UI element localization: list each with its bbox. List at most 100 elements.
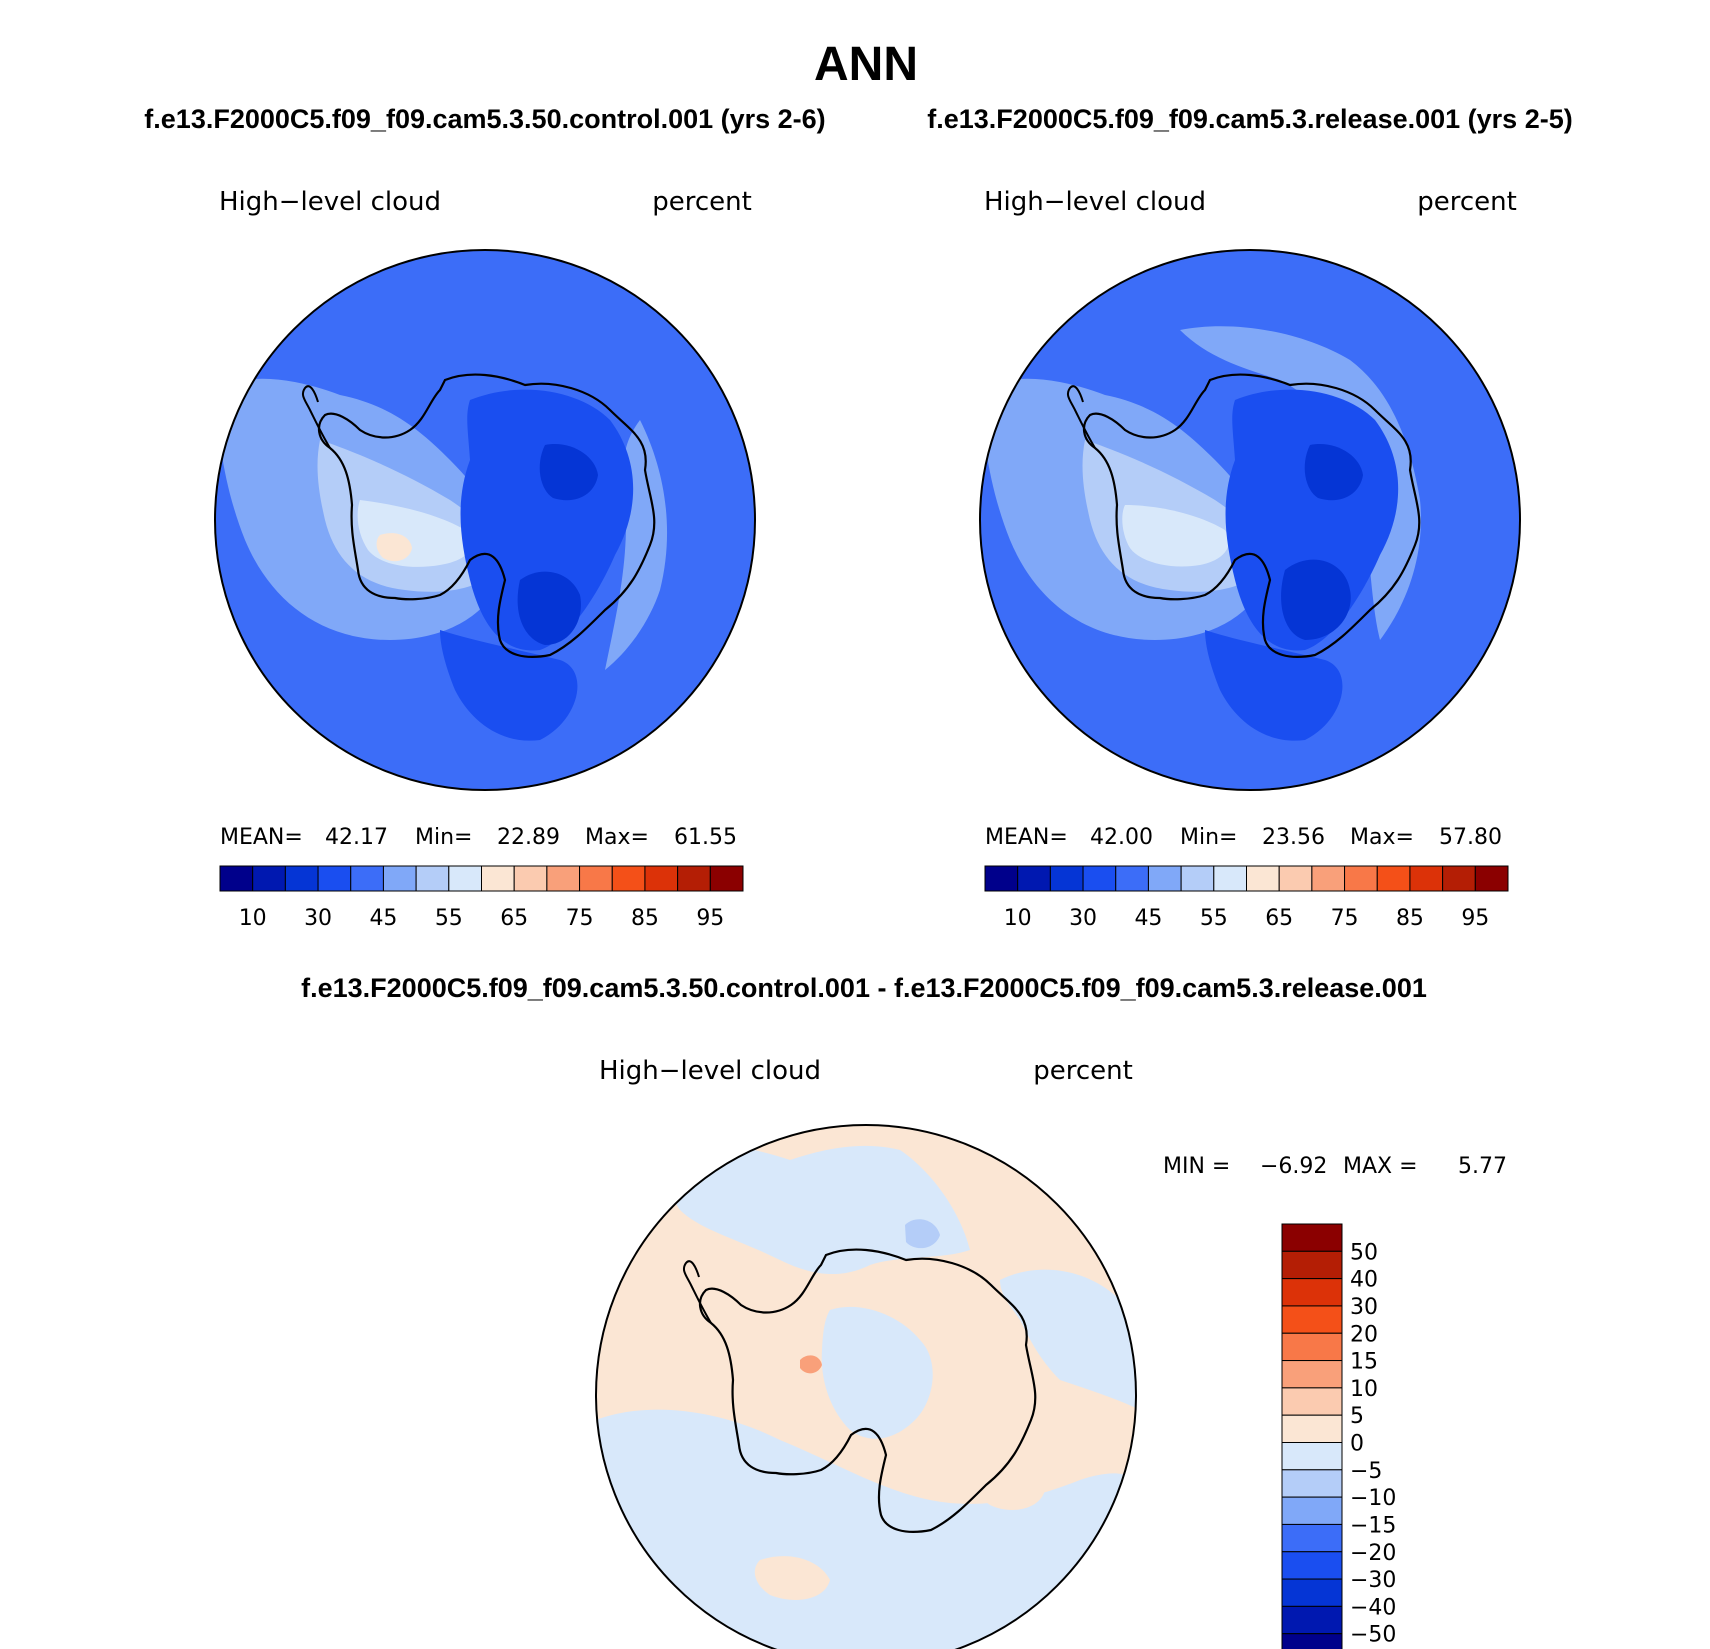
colorbar-diff-tick-label: 20 xyxy=(1350,1322,1378,1347)
colorbar-diff-tick-label: 40 xyxy=(1350,1268,1378,1293)
map-right-light-band-north xyxy=(1180,326,1421,640)
colorbar-right-tick-label: 95 xyxy=(1461,906,1489,931)
map-diff-border xyxy=(595,1124,1137,1649)
map-right-south-dark xyxy=(1205,630,1343,741)
map-left-interior-darker-2 xyxy=(517,571,581,645)
map-diff-peninsula xyxy=(682,1260,712,1324)
colorbar-left-tick-label: 55 xyxy=(435,906,463,931)
colorbar-diff-swatch xyxy=(1281,1387,1343,1416)
panel-right-variable: High−level cloud xyxy=(984,187,1206,217)
colorbar-diff-swatch xyxy=(1281,1442,1343,1471)
colorbar-right-tick-label: 30 xyxy=(1069,906,1097,931)
colorbar-right-swatch xyxy=(1376,865,1411,892)
colorbar-diff-swatch xyxy=(1281,1332,1343,1362)
colorbar-left-swatch xyxy=(252,865,286,892)
stats-right: MEAN= 42.00 Min= 23.56 Max= 57.80 xyxy=(985,825,1502,850)
panel-left-case-title: f.e13.F2000C5.f09_f09.cam5.3.50.control.… xyxy=(144,104,825,134)
map-diff-blue-east xyxy=(1000,1269,1136,1410)
colorbar-diff-tick-label: −50 xyxy=(1350,1623,1396,1648)
map-left-interior-darker xyxy=(539,444,598,501)
colorbar-left-tick-label: 65 xyxy=(500,906,528,931)
map-right-pale-patch xyxy=(1122,505,1229,567)
colorbar-diff-swatch xyxy=(1281,1496,1343,1525)
colorbar-left-swatch xyxy=(415,865,450,892)
stats-left-max-value: 61.55 xyxy=(674,825,737,850)
colorbar-right-tick-label: 75 xyxy=(1331,906,1359,931)
colorbar-left-tick-label: 75 xyxy=(566,906,594,931)
map-right-border xyxy=(979,249,1521,791)
map-right-interior-darker-2 xyxy=(1281,559,1351,640)
stats-left-mean-label: MEAN= xyxy=(220,825,303,850)
colorbar-diff-swatch xyxy=(1281,1250,1343,1280)
stats-left-mean-value: 42.17 xyxy=(325,825,388,850)
colorbar-diff-swatch xyxy=(1281,1360,1343,1389)
colorbar-diff-swatch xyxy=(1281,1633,1343,1649)
diff-variable: High−level cloud xyxy=(599,1056,821,1086)
stats-right-min-value: 23.56 xyxy=(1262,825,1325,850)
page-title: ANN xyxy=(814,38,918,91)
colorbar-diff-tick-label: 5 xyxy=(1350,1404,1364,1429)
colorbar-diff-swatch xyxy=(1281,1469,1343,1498)
stats-left: MEAN= 42.17 Min= 22.89 Max= 61.55 xyxy=(220,825,737,850)
colorbar-right-swatch xyxy=(1213,865,1247,892)
colorbar-diff-swatch xyxy=(1281,1578,1343,1607)
colorbar-left-tick-label: 10 xyxy=(239,906,267,931)
colorbar-diff-tick-label: 50 xyxy=(1350,1240,1378,1265)
map-right-interior-darker xyxy=(1304,444,1363,501)
colorbar-diff-swatch xyxy=(1281,1605,1343,1635)
diff-title: f.e13.F2000C5.f09_f09.cam5.3.50.control.… xyxy=(301,973,1427,1003)
map-difference xyxy=(595,1124,1137,1649)
map-diff-small-peak xyxy=(800,1355,822,1374)
colorbar-left-swatch xyxy=(284,865,319,892)
diff-max-value: 5.77 xyxy=(1458,1154,1507,1179)
map-diff-antarctica-outline xyxy=(698,1248,1037,1533)
map-left-control xyxy=(214,249,756,791)
map-diff-orange-south-patch xyxy=(754,1556,830,1600)
colorbar-left: 10 30 45 55 65 75 85 95 xyxy=(219,865,744,931)
colorbar-right-tick-label: 45 xyxy=(1134,906,1162,931)
colorbar-left-swatch xyxy=(611,865,646,892)
colorbar-diff-swatch xyxy=(1281,1278,1343,1307)
colorbar-right-swatch xyxy=(1147,865,1182,892)
colorbar-right-swatch xyxy=(1474,865,1509,892)
colorbar-left-swatch xyxy=(709,865,744,892)
colorbar-diff-swatch xyxy=(1281,1414,1343,1443)
colorbar-left-swatch xyxy=(382,865,417,892)
colorbar-left-tick-label: 45 xyxy=(369,906,397,931)
colorbar-diff-tick-label: 10 xyxy=(1350,1377,1378,1402)
diff-min-label: MIN = xyxy=(1163,1154,1230,1179)
colorbar-diff-tick-label: −10 xyxy=(1350,1486,1396,1511)
colorbar-right: 10 30 45 55 65 75 85 95 xyxy=(984,865,1509,931)
map-left-border xyxy=(214,249,756,791)
colorbar-right-swatch xyxy=(984,865,1019,892)
map-left-peninsula xyxy=(301,385,331,449)
map-left-antarctica-outline xyxy=(317,373,656,658)
colorbar-diff-swatch xyxy=(1281,1305,1343,1334)
panel-left-units: percent xyxy=(652,187,752,217)
colorbar-diff-swatch xyxy=(1281,1223,1343,1252)
colorbar-left-swatch xyxy=(350,865,384,892)
colorbar-diff-tick-label: 15 xyxy=(1350,1350,1378,1375)
colorbar-right-swatch xyxy=(1442,865,1476,892)
stats-right-min-label: Min= xyxy=(1180,825,1237,850)
colorbar-right-swatch xyxy=(1278,865,1313,892)
colorbar-left-swatch xyxy=(644,865,679,892)
colorbar-left-tick-label: 85 xyxy=(631,906,659,931)
colorbar-right-swatch xyxy=(1180,865,1215,892)
colorbar-left-swatch xyxy=(579,865,613,892)
stats-left-min-label: Min= xyxy=(415,825,472,850)
colorbar-diff-tick-label: −5 xyxy=(1350,1459,1382,1484)
map-diff-blue-interior xyxy=(821,1306,933,1439)
colorbar-diff-tick-label: 30 xyxy=(1350,1295,1378,1320)
map-diff-blue-north xyxy=(671,1145,970,1275)
colorbar-right-swatch xyxy=(1344,865,1378,892)
map-left-peak xyxy=(376,533,412,562)
colorbar-diff-tick-label: −20 xyxy=(1350,1541,1396,1566)
colorbar-left-tick-label: 30 xyxy=(304,906,332,931)
colorbar-diff-tick-label: −30 xyxy=(1350,1568,1396,1593)
map-diff-blue-south xyxy=(596,1409,1136,1649)
colorbar-right-tick-label: 55 xyxy=(1200,906,1228,931)
colorbar-right-tick-label: 10 xyxy=(1004,906,1032,931)
colorbar-right-swatch xyxy=(1017,865,1051,892)
